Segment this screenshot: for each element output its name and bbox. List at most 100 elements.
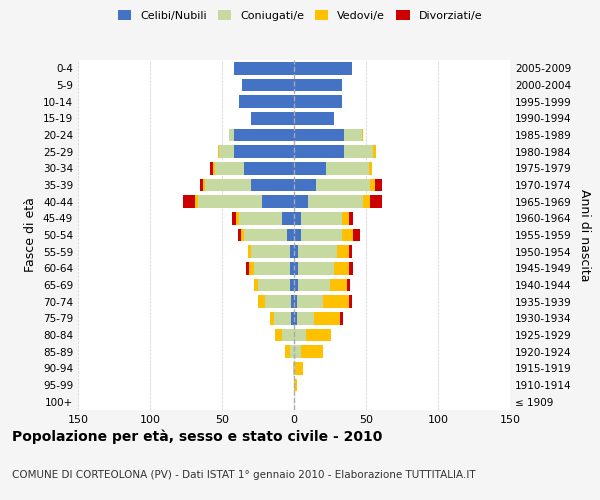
- Bar: [269, 312, 274, 324]
- Bar: [219, 146, 233, 158]
- Bar: [254, 262, 290, 274]
- Bar: [297, 312, 314, 324]
- Bar: [316, 179, 370, 192]
- Bar: [294, 279, 298, 291]
- Bar: [294, 346, 301, 358]
- Text: COMUNE DI CORTEOLONA (PV) - Dati ISTAT 1° gennaio 2010 - Elaborazione TUTTITALIA: COMUNE DI CORTEOLONA (PV) - Dati ISTAT 1…: [12, 470, 476, 480]
- Bar: [294, 62, 352, 74]
- Bar: [286, 346, 290, 358]
- Bar: [344, 129, 362, 141]
- Bar: [330, 279, 347, 291]
- Bar: [341, 212, 349, 224]
- Bar: [370, 196, 382, 208]
- Bar: [363, 196, 370, 208]
- Bar: [218, 146, 219, 158]
- Bar: [294, 379, 297, 391]
- Bar: [294, 362, 295, 374]
- Y-axis label: Fasce di età: Fasce di età: [25, 198, 37, 272]
- Bar: [262, 196, 294, 208]
- Bar: [294, 96, 341, 108]
- Bar: [258, 296, 265, 308]
- Bar: [349, 296, 352, 308]
- Bar: [215, 162, 244, 174]
- Bar: [308, 196, 363, 208]
- Bar: [294, 229, 301, 241]
- Bar: [241, 229, 244, 241]
- Bar: [194, 196, 197, 208]
- Bar: [349, 212, 353, 224]
- Bar: [298, 279, 330, 291]
- Bar: [239, 96, 294, 108]
- Bar: [347, 279, 350, 291]
- Bar: [353, 229, 360, 241]
- Bar: [293, 362, 294, 374]
- Bar: [214, 162, 215, 174]
- Bar: [197, 196, 262, 208]
- Bar: [290, 279, 294, 291]
- Bar: [373, 146, 376, 158]
- Bar: [251, 179, 294, 192]
- Bar: [247, 262, 250, 274]
- Bar: [200, 179, 203, 192]
- Bar: [205, 179, 251, 192]
- Bar: [251, 112, 294, 124]
- Bar: [301, 229, 341, 241]
- Bar: [290, 246, 294, 258]
- Bar: [340, 312, 343, 324]
- Bar: [370, 179, 374, 192]
- Bar: [254, 279, 258, 291]
- Y-axis label: Anni di nascita: Anni di nascita: [578, 188, 591, 281]
- Text: Popolazione per età, sesso e stato civile - 2010: Popolazione per età, sesso e stato civil…: [12, 430, 382, 444]
- Bar: [183, 196, 194, 208]
- Bar: [291, 312, 294, 324]
- Bar: [248, 246, 251, 258]
- Bar: [294, 79, 341, 92]
- Bar: [326, 162, 369, 174]
- Bar: [294, 129, 344, 141]
- Bar: [305, 329, 331, 341]
- Bar: [337, 246, 349, 258]
- Bar: [323, 296, 349, 308]
- Bar: [294, 146, 344, 158]
- Bar: [294, 212, 301, 224]
- Bar: [203, 179, 205, 192]
- Bar: [211, 162, 214, 174]
- Bar: [236, 212, 239, 224]
- Bar: [374, 179, 382, 192]
- Bar: [294, 112, 334, 124]
- Bar: [301, 212, 341, 224]
- Bar: [295, 362, 302, 374]
- Bar: [298, 246, 337, 258]
- Bar: [334, 262, 349, 274]
- Bar: [275, 329, 283, 341]
- Bar: [283, 329, 294, 341]
- Bar: [290, 346, 294, 358]
- Bar: [238, 229, 241, 241]
- Bar: [294, 262, 298, 274]
- Bar: [349, 246, 352, 258]
- Bar: [250, 262, 254, 274]
- Bar: [265, 296, 291, 308]
- Bar: [258, 279, 290, 291]
- Bar: [341, 229, 353, 241]
- Bar: [294, 329, 305, 341]
- Bar: [233, 129, 294, 141]
- Legend: Celibi/Nubili, Coniugati/e, Vedovi/e, Divorziati/e: Celibi/Nubili, Coniugati/e, Vedovi/e, Di…: [113, 6, 487, 25]
- Bar: [233, 146, 294, 158]
- Bar: [251, 246, 290, 258]
- Bar: [294, 162, 326, 174]
- Bar: [294, 196, 308, 208]
- Bar: [301, 346, 323, 358]
- Bar: [242, 79, 294, 92]
- Bar: [233, 62, 294, 74]
- Bar: [232, 212, 236, 224]
- Bar: [294, 312, 297, 324]
- Bar: [283, 212, 294, 224]
- Bar: [274, 312, 291, 324]
- Bar: [314, 312, 340, 324]
- Bar: [229, 129, 233, 141]
- Bar: [297, 296, 323, 308]
- Bar: [291, 296, 294, 308]
- Bar: [349, 262, 353, 274]
- Bar: [239, 212, 283, 224]
